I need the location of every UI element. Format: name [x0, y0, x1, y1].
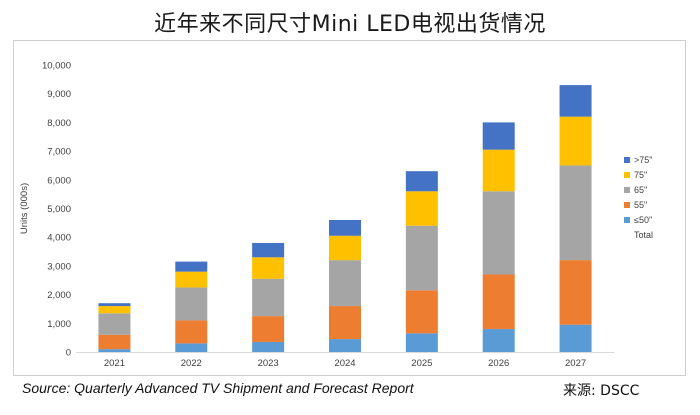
y-tick-label: 8,000: [47, 118, 71, 129]
y-tick-label: 3,000: [47, 261, 71, 272]
legend-swatch: [624, 172, 630, 178]
bar-segment: [329, 306, 361, 340]
bar-segment: [329, 235, 361, 261]
bar-segment: [175, 320, 208, 344]
stacked-bar-chart: 0 1,000 2,000 3,000 4,000 5,000 6,000 7,000 8,00…: [19, 61, 653, 370]
bar-segment: [559, 85, 592, 117]
bar-segment: [175, 287, 208, 321]
bar-segment: [482, 274, 515, 330]
bar-segment: [329, 260, 361, 307]
legend-swatch: [624, 202, 630, 208]
y-tick-label: 2,000: [47, 290, 71, 301]
bar-segment: [252, 341, 285, 352]
x-tick-label: 2022: [181, 358, 202, 369]
bar-segment: [405, 290, 438, 334]
bar-segment: [98, 303, 131, 307]
legend-swatch: [624, 157, 630, 163]
y-tick-label: 6,000: [47, 175, 71, 186]
bar-segment: [405, 225, 438, 291]
bar-segment: [559, 165, 592, 261]
y-tick-label: 9,000: [47, 89, 71, 100]
y-tick-label: 1,000: [47, 319, 71, 330]
bar-segment: [329, 339, 361, 352]
x-tick-label: 2021: [104, 358, 125, 369]
bar-segment: [98, 349, 131, 352]
legend-label: 55": [634, 200, 647, 210]
bar-segment: [98, 306, 131, 314]
bar-segment: [405, 191, 438, 226]
bar-segment: [252, 278, 285, 317]
bar-segment: [405, 333, 438, 352]
chart-frame: 0 1,000 2,000 3,000 4,000 5,000 6,000 7,000 8,00…: [13, 40, 686, 376]
legend-swatch: [624, 187, 630, 193]
y-tick-label: 7,000: [47, 147, 71, 158]
bar-segment: [175, 261, 208, 272]
bar-segment: [559, 116, 592, 166]
chart-title: 近年来不同尺寸Mini LED电视出货情况: [154, 12, 546, 37]
bar-segment: [559, 260, 592, 325]
bar-segment: [98, 334, 131, 350]
legend-label: 65": [634, 185, 647, 195]
source-note: Source: Quarterly Advanced TV Shipment a…: [22, 380, 414, 396]
bar-segment: [175, 343, 208, 352]
x-tick-label: 2027: [565, 358, 586, 369]
bar-segment: [405, 171, 438, 192]
bar-segment: [252, 242, 285, 258]
bar-segment: [482, 191, 515, 275]
bar-segment: [252, 316, 285, 342]
legend-label: 75": [634, 170, 647, 180]
y-axis-title: Units (000s): [19, 183, 30, 234]
bar-segment: [559, 324, 592, 352]
x-tick-label: 2026: [488, 358, 509, 369]
bar-segment: [329, 219, 361, 236]
bar-segment: [252, 257, 285, 279]
y-tick-label: 5,000: [47, 204, 71, 215]
y-tick-label: 4,000: [47, 233, 71, 244]
legend-label: ≤50": [634, 215, 652, 225]
legend-label: >75": [634, 155, 652, 165]
y-tick-label: 0: [66, 348, 71, 359]
bar-segment: [482, 122, 515, 150]
credit-note: 来源: DSCC: [563, 383, 640, 399]
bar-segment: [98, 313, 131, 335]
x-tick-label: 2025: [411, 358, 432, 369]
legend-label: Total: [634, 230, 653, 240]
y-tick-label: 10,000: [42, 61, 71, 72]
x-tick-label: 2024: [334, 358, 355, 369]
bar-segment: [482, 329, 515, 352]
bar-segment: [482, 149, 515, 192]
bar-segment: [175, 271, 208, 288]
x-tick-label: 2023: [258, 358, 279, 369]
legend-swatch: [624, 217, 630, 223]
